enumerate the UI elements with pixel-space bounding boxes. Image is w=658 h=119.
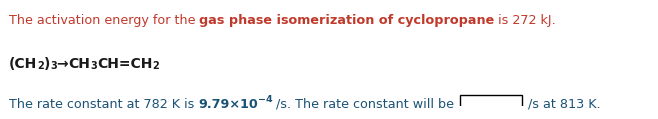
Text: gas phase isomerization of cyclopropane: gas phase isomerization of cyclopropane [199, 14, 494, 27]
Text: /s. The rate constant will be: /s. The rate constant will be [272, 98, 459, 111]
Text: →: → [57, 57, 68, 71]
Text: is 272 kJ.: is 272 kJ. [494, 14, 556, 27]
Text: 3: 3 [50, 61, 57, 71]
Text: 2: 2 [37, 61, 43, 71]
Text: /s at 813 K.: /s at 813 K. [524, 98, 601, 111]
Text: CH=CH: CH=CH [97, 57, 152, 71]
Text: CH: CH [68, 57, 90, 71]
Text: The rate constant at 782 K is: The rate constant at 782 K is [9, 98, 198, 111]
FancyBboxPatch shape [461, 95, 522, 109]
Text: 9.79×10: 9.79×10 [198, 98, 258, 111]
Text: 2: 2 [152, 61, 159, 71]
Text: −4: −4 [258, 95, 272, 104]
Text: ): ) [43, 57, 50, 71]
Text: The activation energy for the: The activation energy for the [9, 14, 199, 27]
Text: 3: 3 [90, 61, 97, 71]
Text: (CH: (CH [9, 57, 37, 71]
